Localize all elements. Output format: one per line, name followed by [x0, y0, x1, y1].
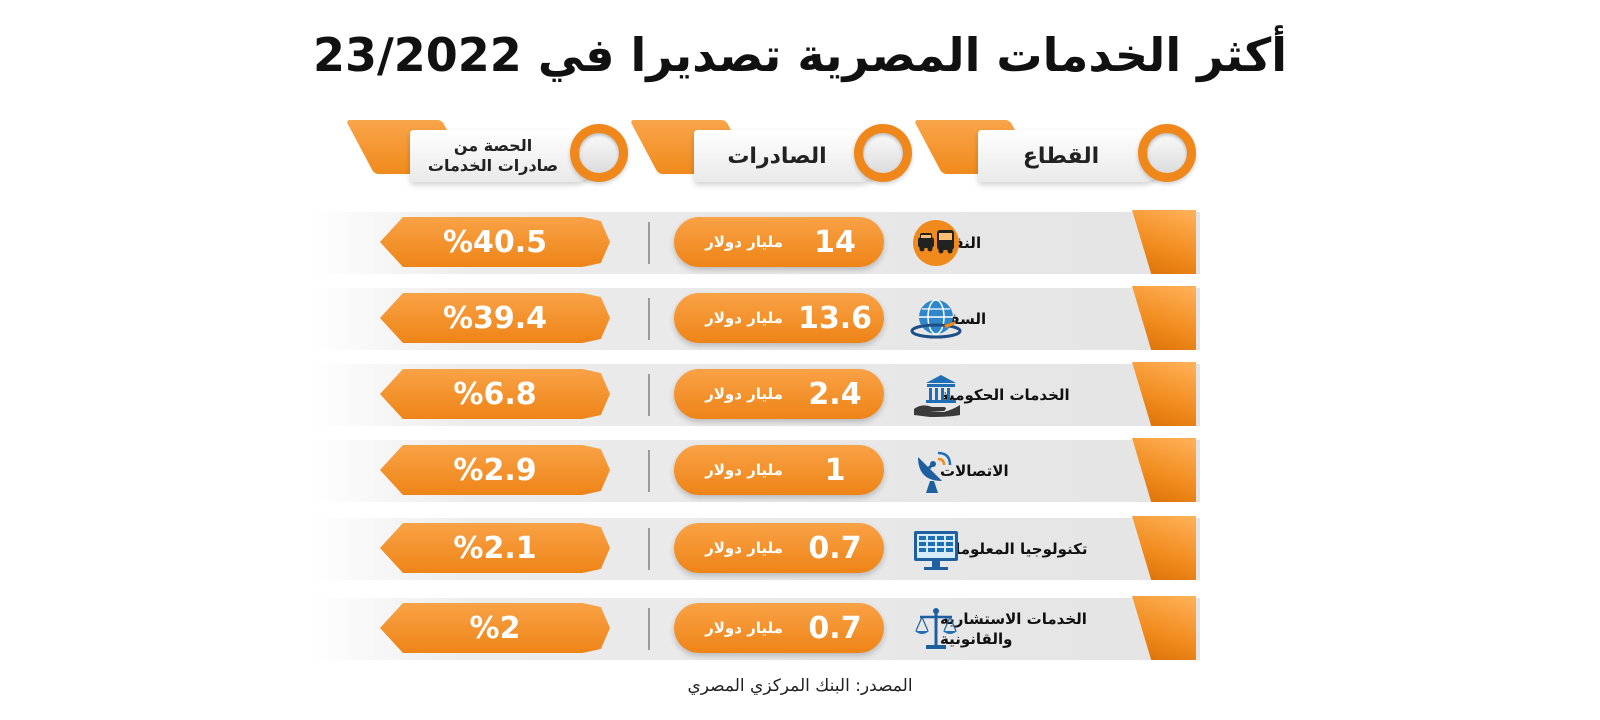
column-divider [648, 298, 650, 340]
column-divider [648, 450, 650, 492]
table-row: تكنولوجيا المعلومات مليار دولار 0.7 %2.1 [310, 516, 1200, 580]
source-note: المصدر: البنك المركزي المصري [687, 676, 913, 696]
header-sector-label: القطاع [1022, 143, 1100, 169]
page-title: أكثر الخدمات المصرية تصديرا في 23/2022 [312, 28, 1288, 82]
sector-label: الخدمات الحكومية [940, 385, 1070, 404]
exports-unit: مليار دولار [705, 309, 783, 327]
table-row: السفر مليار دولار 13.6 %39.4 [310, 286, 1200, 350]
column-divider [648, 374, 650, 416]
table-row: الاتصالات مليار دولار 1 %2.9 [310, 438, 1200, 502]
exports-value: 0.7 [808, 530, 862, 566]
exports-pill: مليار دولار 13.6 [674, 293, 884, 343]
exports-unit: مليار دولار [705, 233, 783, 251]
table-row: الخدمات الاستشارية والقانونية مليار دولار… [310, 596, 1200, 660]
globe-plane-icon [910, 295, 962, 343]
satellite-dish-icon [910, 447, 962, 495]
header-pill [694, 130, 884, 182]
justice-scales-icon [910, 605, 962, 653]
exports-value: 0.7 [808, 610, 862, 646]
column-divider [648, 528, 650, 570]
share-value: %2 [380, 603, 610, 653]
sector-label: الخدمات الاستشارية والقانونية [940, 609, 1087, 648]
header-share-line2: صادرات الخدمات [427, 156, 559, 175]
exports-pill: مليار دولار 14 [674, 217, 884, 267]
government-building-icon [910, 371, 962, 419]
exports-unit: مليار دولار [705, 619, 783, 637]
exports-unit: مليار دولار [705, 385, 783, 403]
sector-label: النقل [940, 233, 982, 252]
table-row: النقل مليار دولار 14 %40.5 [310, 210, 1200, 274]
exports-unit: مليار دولار [705, 539, 783, 557]
header-pill [410, 130, 600, 182]
exports-value: 2.4 [808, 376, 862, 412]
exports-value: 13.6 [797, 300, 873, 336]
sector-label: تكنولوجيا المعلومات [940, 539, 1088, 558]
circle-icon [1138, 124, 1196, 182]
circle-icon [854, 124, 912, 182]
exports-pill: مليار دولار 1 [674, 445, 884, 495]
computer-monitor-icon [910, 525, 962, 573]
exports-unit: مليار دولار [705, 461, 783, 479]
header-share-line1: الحصة من [453, 136, 533, 155]
column-divider [648, 608, 650, 650]
circle-icon [570, 124, 628, 182]
bus-taxi-icon [910, 219, 962, 267]
header-sector: القطاع [913, 118, 1200, 188]
header-pill [978, 130, 1168, 182]
share-value: %40.5 [380, 217, 610, 267]
exports-value: 1 [824, 452, 846, 488]
header-share-label: الحصة من صادرات الخدمات [418, 130, 568, 182]
share-value: %2.1 [380, 523, 610, 573]
exports-pill: مليار دولار 2.4 [674, 369, 884, 419]
sector-label: الاتصالات [940, 461, 1009, 480]
share-value: %6.8 [380, 369, 610, 419]
column-divider [648, 222, 650, 264]
table-row: الخدمات الحكومية مليار دولار 2.4 %6.8 [310, 362, 1200, 426]
header-exports-label: الصادرات [727, 143, 827, 169]
share-value: %39.4 [380, 293, 610, 343]
exports-value: 14 [814, 224, 856, 260]
share-value: %2.9 [380, 445, 610, 495]
header-exports: الصادرات [629, 118, 916, 188]
sector-label: السفر [940, 309, 987, 328]
header-share: الحصة من صادرات الخدمات [345, 118, 632, 188]
exports-pill: مليار دولار 0.7 [674, 603, 884, 653]
exports-pill: مليار دولار 0.7 [674, 523, 884, 573]
